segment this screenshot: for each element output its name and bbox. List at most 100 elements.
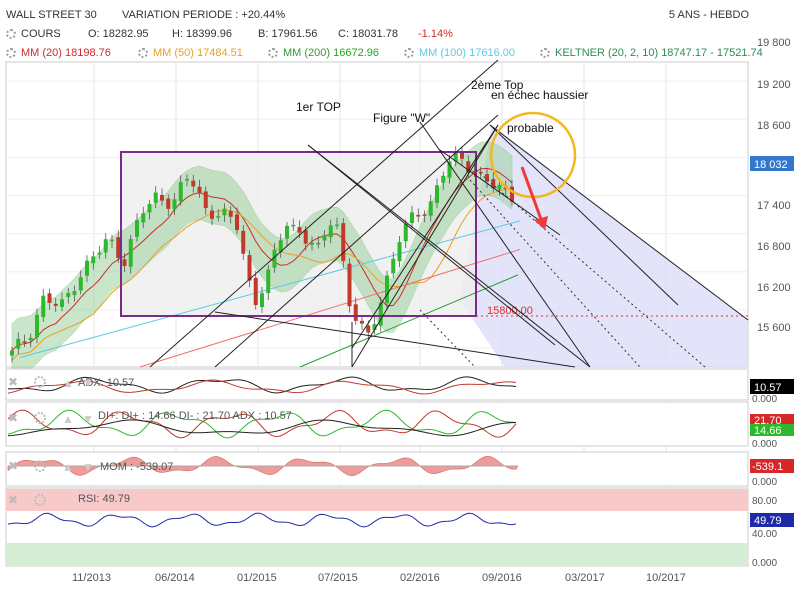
candle-body [78,277,83,291]
close-icon: ✖ [8,493,18,507]
adx-axis-zero: 0.000 [752,394,777,405]
x-axis-label: 07/2015 [318,572,358,584]
trend-line-dashed [469,179,641,368]
candle-body [241,230,246,254]
gear-icon[interactable] [540,48,550,59]
candle-body [453,153,458,162]
candle-body [310,242,314,245]
candle-body [72,290,77,296]
dmi-tag-top [750,414,794,426]
trend-line [489,124,749,321]
candle-body [391,258,396,274]
candle-body [216,216,221,218]
ma100-row: MM (100) 17616.00 [404,47,515,59]
adx-value-text: 10.57 [754,382,782,394]
trend-line [307,144,591,368]
candle-body [153,192,158,203]
candle-body [497,184,502,190]
candle-body [166,198,171,209]
dmi-adx-line [7,419,517,437]
candle-body [147,203,152,213]
gear-icon [34,460,46,472]
annotation-top1: 1er TOP [296,100,341,114]
trend-line [489,124,679,306]
gear-icon [34,376,46,388]
gear-icon[interactable] [138,48,148,59]
ma50-line [11,187,513,361]
candle-body [28,337,33,341]
current-price-tag [750,156,794,171]
candle-body [203,191,208,209]
adx-value-tag [750,379,794,394]
candle-body [60,299,64,307]
gear-icon[interactable] [6,48,16,59]
candle-body [47,293,52,303]
rsi-oversold-band [6,543,748,565]
candle-body [347,263,352,307]
variation-label: VARIATION PERIODE : +20.44% [122,9,286,21]
candle-body [303,230,308,244]
support-level-label: 15800.00 [487,305,533,317]
candle-body [185,179,189,181]
candle-body [272,249,277,268]
gear-icon [34,412,46,424]
current-price-text: 18 032 [754,159,788,171]
keltner-row: KELTNER (20, 2, 10) 18747.17 - 17521.74 [540,47,763,59]
candle-body [110,239,114,242]
x-axis-label: 03/2017 [565,572,605,584]
candle-body [341,223,346,262]
candle-body [266,269,271,294]
trend-line [149,59,499,368]
down-arrow-shaft [520,166,544,223]
trend-red-line [139,248,521,368]
candle-body [228,211,233,217]
candle-body [366,325,371,333]
candle-body [116,237,121,258]
candle-body [210,210,214,219]
candle-body [41,295,46,318]
candle-body [397,242,402,262]
rsi-line [7,512,517,528]
candle-body [491,179,496,189]
candle-body [16,338,21,349]
consolidation-rect [120,151,477,317]
candle-body [172,199,177,210]
candle-body [428,201,433,216]
candle-body [335,224,339,227]
candle-body [103,239,108,253]
candle-body [441,175,446,183]
rsi-tick-0: 0.000 [752,558,777,569]
candle-body [128,239,133,267]
close-icon: ✖ [8,411,18,425]
candle-body [122,259,127,267]
cours-row: COURS [6,28,61,40]
x-axis-label: 06/2014 [155,572,195,584]
trend-line [214,311,576,368]
move-up-icon: ▲ [62,412,74,426]
x-axis-label: 11/2013 [72,572,111,584]
candle-body [328,225,333,238]
gear-icon[interactable] [404,48,414,59]
close-icon: ✖ [8,459,18,473]
dmi-axis-zero: 0.000 [752,439,777,450]
move-up-icon: ▲ [62,376,74,390]
annotation-probable: probable [507,121,554,135]
gear-icon[interactable] [6,29,16,40]
candle-body [510,186,514,202]
candle-body [291,224,296,227]
trend-line [419,121,591,368]
gear-icon[interactable] [268,48,278,59]
candle-body [297,227,302,233]
price-tick-label: 16 800 [757,241,791,253]
open-value: O: 18282.95 [88,28,149,40]
cours-label: COURS [21,28,61,40]
close-value: C: 18031.78 [338,28,398,40]
candle-body [435,185,439,203]
rsi-tick-40: 40.00 [752,529,777,540]
adx-line-2 [7,379,517,395]
candle-body [222,208,227,216]
period-label[interactable]: 5 ANS - HEBDO [668,9,749,21]
dmi-tag-bottom [750,424,794,436]
x-axis-label: 02/2016 [400,572,440,584]
